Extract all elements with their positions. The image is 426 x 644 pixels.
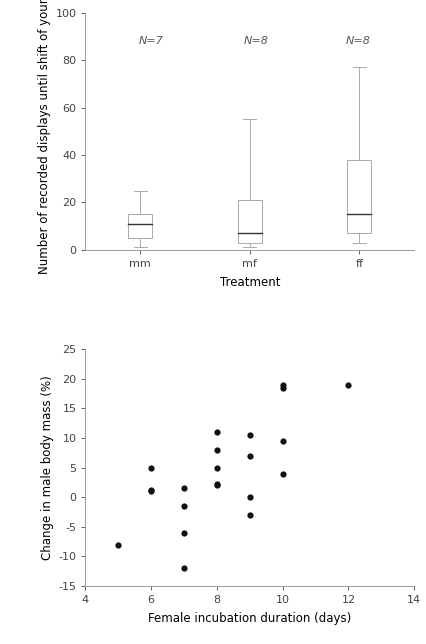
Point: [279, 436, 285, 446]
Point: [246, 492, 253, 502]
Point: [246, 430, 253, 440]
Y-axis label: Change in male body mass (%): Change in male body mass (%): [41, 375, 54, 560]
Point: [213, 445, 220, 455]
Y-axis label: Number of recorded displays until shift of young: Number of recorded displays until shift …: [38, 0, 51, 274]
Point: [246, 451, 253, 461]
Point: [180, 563, 187, 573]
Point: [180, 501, 187, 511]
Point: [180, 527, 187, 538]
Text: N=8: N=8: [243, 36, 268, 46]
Bar: [346, 160, 371, 233]
Text: N=7: N=7: [138, 36, 163, 46]
X-axis label: Treatment: Treatment: [219, 276, 279, 289]
Point: [213, 462, 220, 473]
Point: [246, 510, 253, 520]
Point: [344, 379, 351, 390]
Point: [279, 379, 285, 390]
Point: [180, 483, 187, 493]
Point: [279, 468, 285, 478]
Point: [279, 383, 285, 393]
Point: [147, 485, 154, 495]
Bar: [237, 200, 261, 243]
Point: [213, 479, 220, 489]
Point: [115, 540, 121, 550]
Point: [147, 462, 154, 473]
Point: [213, 427, 220, 437]
Bar: [128, 214, 152, 238]
Text: N=8: N=8: [345, 36, 370, 46]
Point: [213, 480, 220, 491]
X-axis label: Female incubation duration (days): Female incubation duration (days): [148, 612, 351, 625]
Point: [147, 486, 154, 497]
